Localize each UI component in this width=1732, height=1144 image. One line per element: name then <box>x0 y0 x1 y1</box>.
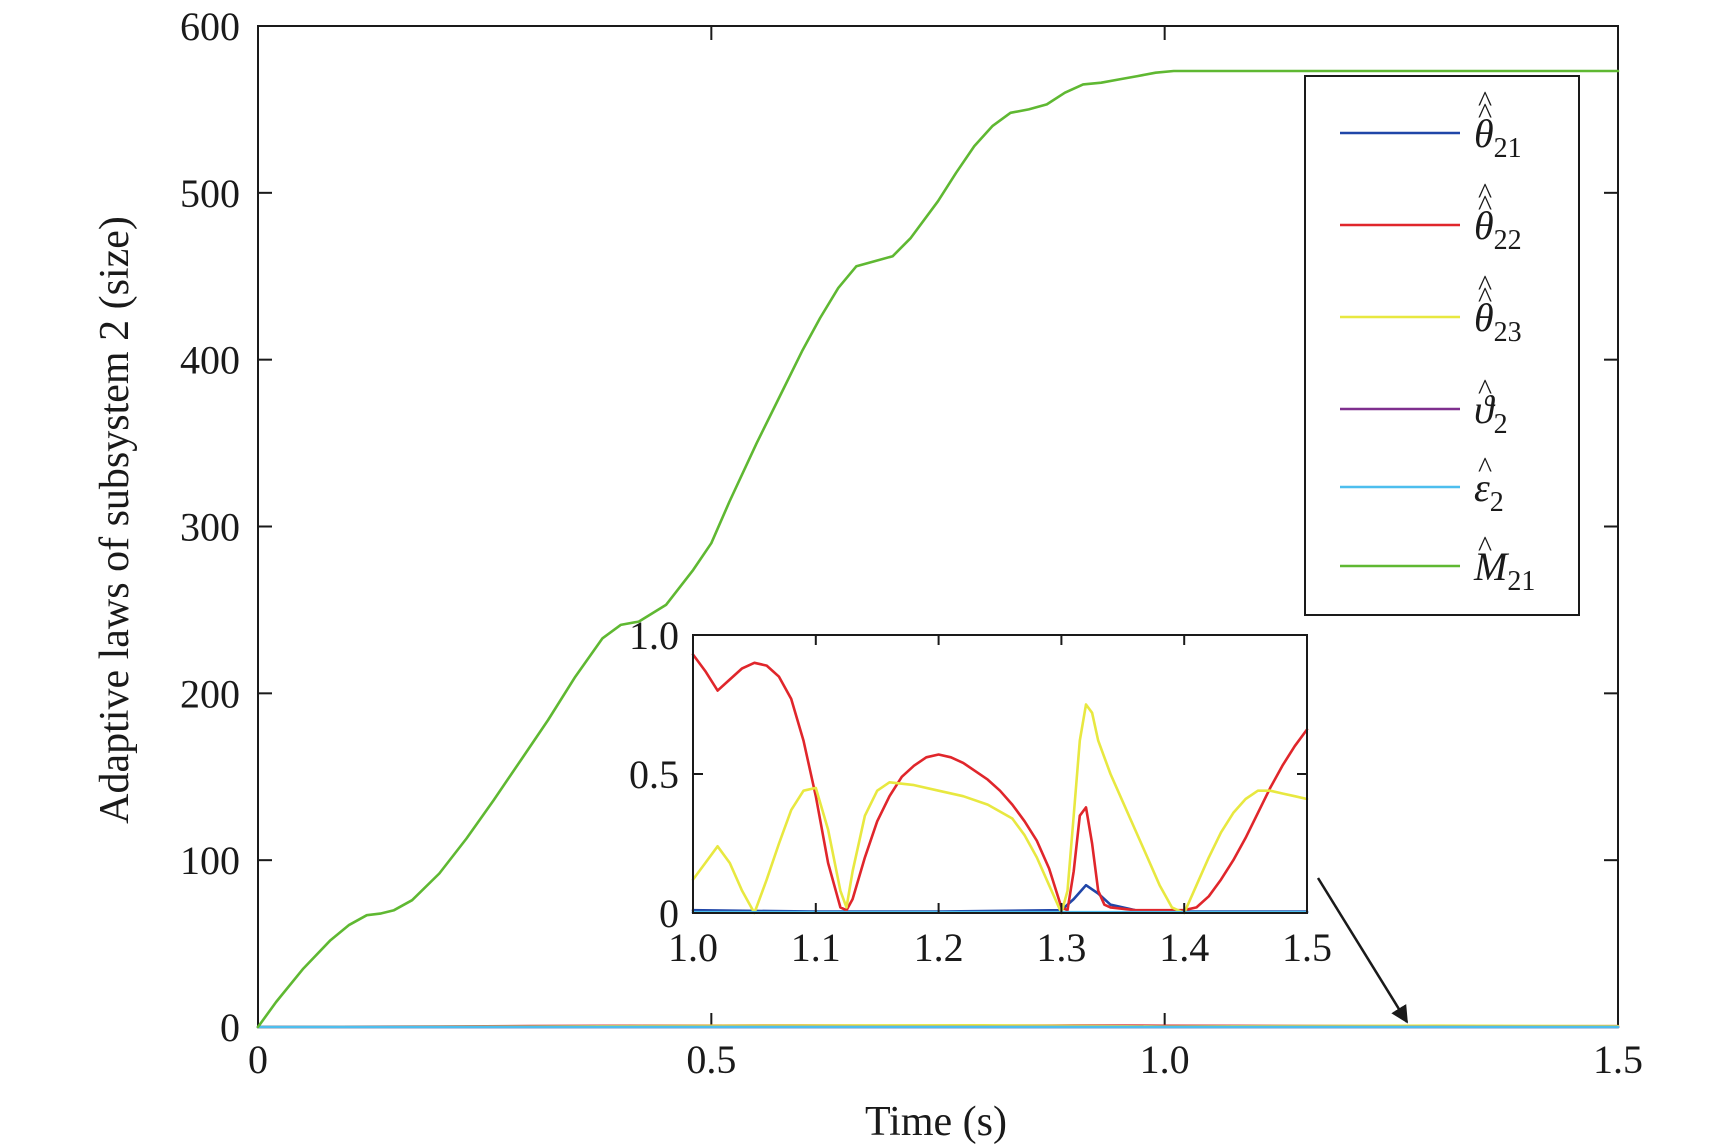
legend-entry: M21^ <box>1340 530 1535 597</box>
x-tick-label: 0.5 <box>686 1037 736 1082</box>
legend-symbol: θ <box>1474 203 1494 248</box>
inset-series-line-θ23 <box>691 703 1309 915</box>
legend-hat-mark: ^ <box>1478 373 1492 406</box>
legend-box <box>1304 75 1580 616</box>
legend-hat-mark-upper: ^ <box>1478 177 1492 210</box>
inset-y-tick-label: 0 <box>659 891 679 936</box>
inset-y-tick-label: 0.5 <box>629 752 679 797</box>
x-axis-title: Time (s) <box>865 1099 1007 1144</box>
series-line-M21 <box>256 69 1620 1029</box>
legend-subscript: 23 <box>1494 317 1522 348</box>
legend-subscript: 2 <box>1494 409 1508 440</box>
x-tick-label: 0 <box>248 1037 268 1082</box>
legend-hat-mark: ^ <box>1478 97 1492 130</box>
legend-entry: θ23^^ <box>1340 269 1522 348</box>
legend-entry: ε2^ <box>1340 451 1504 518</box>
inset-x-tick-label: 1.4 <box>1159 925 1209 970</box>
legend-subscript: 21 <box>1507 566 1535 597</box>
legend-label: θ22 <box>1474 203 1522 256</box>
y-tick-label: 500 <box>180 171 240 216</box>
y-tick-label: 400 <box>180 338 240 383</box>
inset-series-line-θ22 <box>691 653 1309 912</box>
y-tick-label: 300 <box>180 505 240 550</box>
legend-label: θ21 <box>1474 111 1522 164</box>
legend-label: θ23 <box>1474 295 1522 348</box>
legend-entry: ϑ2^ <box>1340 373 1508 440</box>
legend-symbol: θ <box>1474 295 1494 340</box>
inset-x-tick-label: 1.3 <box>1036 925 1086 970</box>
legend-subscript: 21 <box>1494 133 1522 164</box>
legend: θ21^^θ22^^θ23^^ϑ2^ε2^M21^ <box>1304 75 1580 616</box>
legend-entry: θ22^^ <box>1340 177 1522 256</box>
inset-y-tick-label: 1.0 <box>629 613 679 658</box>
inset-x-tick-label: 1.2 <box>914 925 964 970</box>
legend-symbol: M <box>1473 544 1510 589</box>
x-tick-label: 1.5 <box>1593 1037 1643 1082</box>
annotations <box>1316 877 1409 1024</box>
legend-subscript: 22 <box>1494 225 1522 256</box>
y-tick-label: 200 <box>180 671 240 716</box>
legend-symbol: ε <box>1474 465 1490 510</box>
legend-hat-mark: ^ <box>1478 281 1492 314</box>
legend-hat-mark: ^ <box>1478 530 1492 563</box>
legend-hat-mark: ^ <box>1478 451 1492 484</box>
legend-hat-mark: ^ <box>1478 189 1492 222</box>
legend-hat-mark-upper: ^ <box>1478 85 1492 118</box>
legend-label: ε2 <box>1474 465 1504 518</box>
inset-plot: 1.0 1.1 1.2 1.3 1.4 1.5 0 0.5 1.0 <box>629 613 1332 970</box>
legend-entry: θ21^^ <box>1340 85 1522 164</box>
inset-x-tick-label: 1.5 <box>1282 925 1332 970</box>
zoom-arrow <box>1316 877 1409 1024</box>
legend-symbol: θ <box>1474 111 1494 156</box>
legend-symbol: ϑ <box>1474 387 1496 432</box>
y-tick-label: 600 <box>180 4 240 49</box>
legend-label: ϑ2 <box>1474 387 1508 440</box>
y-tick-label: 0 <box>220 1005 240 1050</box>
legend-subscript: 2 <box>1490 487 1504 518</box>
inset-background <box>693 635 1307 913</box>
legend-label: M21 <box>1473 544 1535 597</box>
legend-hat-mark-upper: ^ <box>1478 269 1492 302</box>
inset-x-tick-label: 1.0 <box>668 925 718 970</box>
y-tick-label: 100 <box>180 838 240 883</box>
inset-x-tick-label: 1.1 <box>791 925 841 970</box>
x-tick-label: 1.0 <box>1140 1037 1190 1082</box>
y-axis-title: Adaptive laws of subsystem 2 (size) <box>92 216 138 824</box>
